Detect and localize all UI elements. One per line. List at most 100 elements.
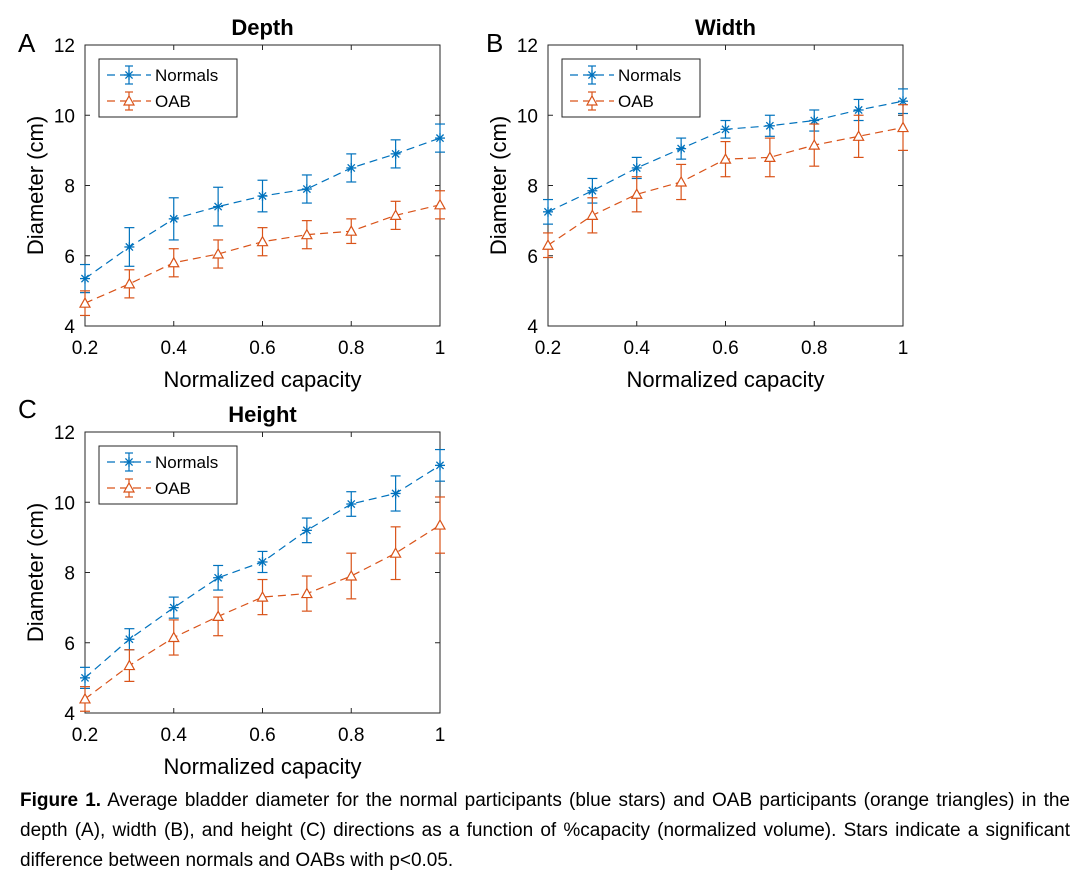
panel-c-ytick-label: 6 — [64, 634, 75, 655]
panel-c-legend-entry-oab-label: OAB — [155, 479, 191, 498]
panel-b-letter: B — [486, 28, 503, 58]
panel-b-xtick-label: 0.2 — [535, 338, 561, 359]
panel-a: A Depth 4 6 8 10 12 0.2 0.4 0.6 0.8 1 Normalized cap… — [18, 15, 447, 392]
panel-b-series-oab — [541, 104, 910, 259]
panel-a-series-normals-point — [168, 213, 179, 224]
panel-c: C Height 4 6 8 10 12 0.2 0.4 0.6 0.8 1 Normalized ca… — [18, 394, 447, 779]
panel-b-legend-box — [561, 58, 701, 118]
panel-b-series-oab-point-tri — [541, 238, 555, 250]
panel-a-series-normals-point — [257, 191, 268, 202]
caption-label: Figure 1. — [20, 790, 102, 811]
panel-c-series-oab-point — [345, 569, 358, 581]
panel-c-legend-entry-normals-marker — [124, 457, 134, 467]
panel-c-series-oab-point-tri — [433, 518, 447, 530]
panel-a-xlabel: Normalized capacity — [163, 367, 361, 392]
panel-c-series-oab — [78, 496, 447, 712]
panel-a-ytick-label: 10 — [54, 106, 75, 127]
panel-a-series-normals-point-d2 — [258, 191, 267, 201]
panel-a-xtick-label: 0.2 — [72, 338, 98, 359]
panel-a-legend-entry-normals: Normals — [107, 65, 218, 85]
panel-a-legend-entry-normals-label: Normals — [155, 66, 218, 85]
panel-b-series-oab-point — [586, 209, 599, 220]
panel-a-series-oab-point — [256, 235, 269, 247]
panel-a-series-oab-point — [433, 198, 447, 210]
panel-b-series-normals-point — [853, 104, 864, 115]
panel-a-series-oab-point-tri — [167, 256, 180, 268]
panel-a-legend-entry-oab-marker-tri — [122, 94, 136, 106]
panel-a-series-normals-point — [435, 133, 445, 144]
panel-b-series-normals-point-d2 — [677, 144, 686, 153]
panel-b-series-oab-point-tri — [808, 138, 821, 150]
panel-a-series-normals-point — [301, 184, 312, 195]
panel-a-series-oab-point-tri — [345, 224, 358, 236]
panel-b-series-normals-point — [898, 96, 908, 107]
panel-c-series-normals-point-d2 — [169, 603, 178, 612]
panel-b-series-oab-point — [630, 188, 643, 199]
panel-a-series-normals — [80, 123, 445, 294]
panel-b-legend-entry-oab-marker — [585, 94, 599, 106]
panel-b-legend: Normals OAB — [561, 58, 701, 118]
panel-c-series-oab-point — [389, 546, 402, 558]
panel-b-series-oab-point — [719, 152, 732, 164]
panel-c-series-normals-point-d2 — [391, 489, 400, 498]
panel-c-series-normals-point-d2 — [125, 635, 134, 644]
panel-c-series-oab-point — [256, 590, 269, 602]
panel-b-xtick-label: 0.6 — [712, 338, 738, 359]
panel-a-series-normals-point-d2 — [391, 149, 400, 158]
panel-a-series-oab-point-tri — [389, 209, 402, 220]
panel-a-legend-entry-normals-marker — [124, 70, 134, 80]
panel-b-legend-entry-normals-marker — [587, 70, 597, 80]
figure-caption: Figure 1. Average bladder diameter for t… — [20, 786, 1070, 876]
panel-c-series-oab-point-tri — [212, 610, 225, 622]
panel-a-legend-entry-normals-marker-d2 — [124, 70, 134, 80]
panel-a-ytick-label: 6 — [64, 247, 75, 268]
panel-c-series-oab-point — [212, 610, 225, 622]
panel-a-series-oab-point-tri — [433, 198, 447, 210]
panel-c-series-oab-point — [123, 659, 136, 671]
panel-c-series-normals-point — [346, 499, 357, 510]
panel-b-series-normals-point — [631, 162, 642, 173]
panel-b-ytick-label: 12 — [517, 36, 538, 57]
panel-c-legend: Normals OAB — [98, 445, 238, 505]
panel-b-series-normals-point-d2 — [810, 116, 819, 125]
panel-c-xtick-label: 0.4 — [161, 725, 188, 746]
panel-b-series-normals-point-d2 — [765, 121, 774, 130]
panel-a-series-oab-point — [389, 209, 402, 220]
panel-c-ylabel: Diameter (cm) — [23, 503, 48, 642]
panel-a-title: Depth — [231, 15, 293, 40]
panel-c-series-oab-point-tri — [300, 587, 313, 599]
panel-c-legend-box — [98, 445, 238, 505]
panel-b-xtick-label: 1 — [898, 338, 909, 359]
panel-c-series-normals-point — [213, 572, 224, 583]
panel-c-ytick-label: 10 — [54, 493, 75, 514]
panel-c-xtick-label: 1 — [435, 725, 446, 746]
panel-b-series-normals-point-d2 — [543, 207, 553, 216]
panel-a-legend-box — [98, 58, 238, 118]
panel-b-legend-entry-oab: OAB — [570, 91, 654, 111]
panel-b-series-oab-point — [541, 238, 555, 250]
panel-b-series-normals-point — [587, 185, 598, 196]
panel-a-series-oab-point — [345, 224, 358, 236]
panel-a-xtick-label: 1 — [435, 338, 446, 359]
panel-a-series-oab-point — [78, 296, 92, 308]
panel-a-series-normals-point — [346, 162, 357, 173]
panel-b-title: Width — [695, 15, 756, 40]
panel-a-series-oab-point-tri — [256, 235, 269, 247]
panel-a-legend-entry-oab-marker — [122, 94, 136, 106]
panel-c-letter: C — [18, 394, 37, 424]
panel-a-letter: A — [18, 28, 36, 58]
panel-a-series-normals-point-d2 — [125, 242, 134, 252]
panel-c-ytick-label: 4 — [64, 704, 75, 725]
panel-a-xtick-label: 0.6 — [249, 338, 275, 359]
panel-b-series-oab-point — [852, 130, 865, 141]
panel-c-series-normals-point-d2 — [302, 526, 311, 535]
panel-a-legend-entry-oab-label: OAB — [155, 92, 191, 111]
panel-c-series-oab-point-tri — [256, 590, 269, 602]
panel-b-series-oab-point-tri — [675, 175, 688, 187]
panel-a-series-oab-point — [212, 247, 225, 259]
panel-b-xtick-label: 0.8 — [801, 338, 827, 359]
panel-b-series-oab-point-tri — [896, 121, 910, 133]
panel-b-series-oab-point-tri — [719, 152, 732, 164]
panel-b-legend-entry-oab-label: OAB — [618, 92, 654, 111]
panel-b-series-oab-point-tri — [763, 151, 776, 162]
